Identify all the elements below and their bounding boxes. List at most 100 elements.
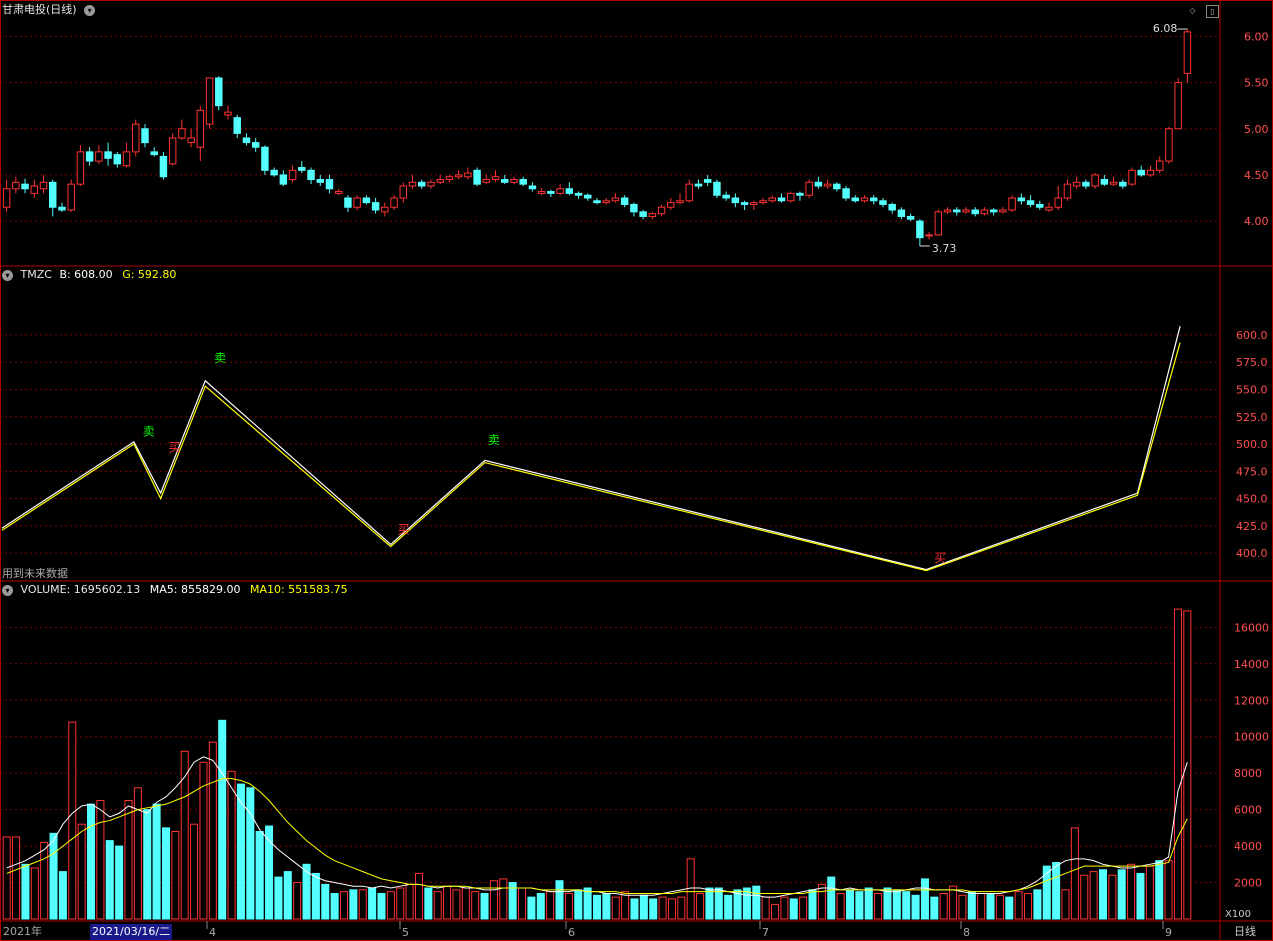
candle-body [399,185,408,199]
tmzc-tick-label: 450.0 [1236,493,1268,506]
candle-body [2,188,11,208]
candle-body [870,197,878,202]
volume-bar [68,721,77,920]
volume-bar [724,894,733,920]
volume-bar [752,885,761,920]
candle-body [1137,169,1145,176]
candle-body [565,188,574,194]
candle-body [906,215,915,220]
candle-body [150,151,158,156]
candle-body [980,209,989,215]
volume-bar [1014,891,1023,920]
candle-body [270,169,278,176]
year-label: 2021年 [3,925,42,938]
candle-body [897,209,906,217]
volume-bar [443,885,452,920]
volume-bar [1033,889,1042,920]
dropdown-arrow-icon[interactable]: ▾ [2,584,13,596]
volume-bar [330,892,339,920]
candle-body [316,179,324,183]
candle-body [39,181,48,190]
volume-tick-label: 14000 [1234,658,1269,671]
candle-body [962,209,970,213]
volume-bar [555,880,564,920]
dropdown-arrow-icon[interactable]: ▾ [84,4,96,16]
volume-bar [96,800,105,920]
price-annotation: 3.73 [932,242,957,255]
dropdown-arrow-icon[interactable]: ▾ [2,269,13,281]
volume-bar [1173,608,1182,920]
volume-bar [152,803,161,920]
volume-tick-label: 12000 [1234,694,1269,707]
volume-bar [939,892,948,920]
buy-signal: 买 [934,551,946,565]
candle-body [888,203,896,211]
candle-body [205,77,214,125]
candle-body [510,179,518,183]
candle-body [1146,169,1155,176]
diamond-icon[interactable]: ◇ [1189,6,1196,15]
candle-body [12,181,20,190]
volume-bar [208,741,217,920]
candle-body [288,169,297,181]
candle-body [1091,174,1099,187]
volume-bar [311,872,320,920]
volume-bar [602,892,611,920]
candle-body [67,183,75,211]
volume-bar [789,898,798,920]
price-annotation: 6.08 [1153,22,1178,35]
candle-body [796,192,804,196]
volume-bar [1145,865,1154,920]
volume-bar [836,892,845,920]
candle-body [1026,200,1035,205]
volume-bar [265,825,274,920]
volume-bar [949,885,958,920]
candle-body [768,197,777,202]
candle-body [491,176,500,181]
volume-bar [115,845,124,920]
tmzc-tick-label: 600.0 [1236,329,1268,342]
volume-bar [2,836,11,920]
panel-toggle-icon[interactable]: ▯ [1206,5,1219,18]
price-tick-label: 4.50 [1244,169,1269,182]
volume-bar [911,894,920,920]
volume-bar [377,892,386,920]
candle-body [353,197,361,208]
volume-bar [1155,860,1164,920]
volume-bar [452,889,461,920]
date-tick-label: 4 [209,926,216,939]
volume-bar [40,841,49,920]
tmzc-tick-label: 475.0 [1236,465,1268,478]
period-label[interactable]: 日线 [1234,925,1256,938]
volume-bar [218,719,227,920]
date-tick-label: 9 [1165,926,1172,939]
candle-body [58,206,66,211]
volume-bar [658,896,667,920]
stock-title: 甘肃电投(日线) [2,3,77,16]
buy-signal: 买 [169,441,181,455]
volume-bar [986,892,995,920]
candle-body [104,151,112,159]
candle-body [1072,181,1081,187]
candle-body [851,197,860,202]
candle-body [141,128,149,144]
volume-bar [424,887,433,920]
candle-body [694,183,703,187]
volume-bar [1024,892,1033,920]
volume-value: VOLUME: 1695602.13 [20,583,141,596]
candle-body [473,169,481,185]
candle-body [113,154,122,165]
date-tick-label: 6 [568,926,575,939]
candle-body [879,200,887,205]
candle-body [537,191,546,194]
candle-body [1128,169,1136,185]
tmzc-line-G [1,342,1181,572]
volume-tick-label: 2000 [1234,877,1262,890]
volume-bar [592,894,602,920]
candle-body [713,181,721,196]
volume-bar [405,883,414,920]
candle-body [1100,179,1109,185]
candle-body [454,174,463,178]
candle-body [1155,160,1164,171]
